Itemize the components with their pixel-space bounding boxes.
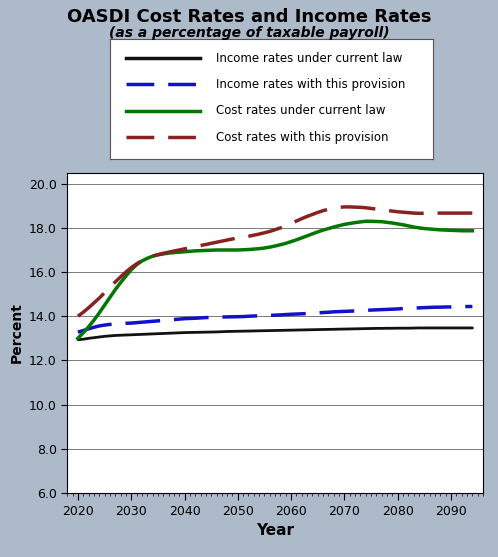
X-axis label: Year: Year [256,524,294,538]
Text: OASDI Cost Rates and Income Rates: OASDI Cost Rates and Income Rates [67,8,431,26]
Text: Income rates under current law: Income rates under current law [216,52,403,65]
Text: Cost rates with this provision: Cost rates with this provision [216,131,389,144]
Text: (as a percentage of taxable payroll): (as a percentage of taxable payroll) [109,26,389,40]
Text: Income rates with this provision: Income rates with this provision [216,78,406,91]
Text: Cost rates under current law: Cost rates under current law [216,104,386,118]
Y-axis label: Percent: Percent [9,302,23,363]
